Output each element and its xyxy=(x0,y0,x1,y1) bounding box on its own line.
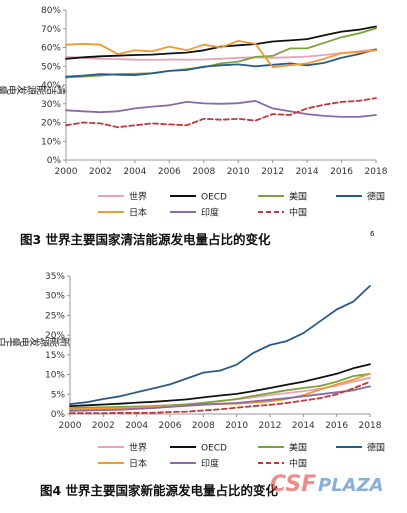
legend-label-4: 日本 xyxy=(129,458,147,470)
x-tick-label: 2000 xyxy=(59,421,82,431)
y-tick-label: 30% xyxy=(41,100,61,110)
legend-label-6: 中国 xyxy=(289,207,307,219)
watermark-left: CSF xyxy=(270,472,316,497)
y-tick-label: 80% xyxy=(41,6,61,16)
chart1-series xyxy=(65,25,377,129)
watermark-logo: CSF PLAZA xyxy=(270,472,384,497)
series-line-3 xyxy=(65,48,377,78)
legend-label-0: 世界 xyxy=(129,191,147,203)
legend-label-3: 德国 xyxy=(367,442,385,454)
series-line-5 xyxy=(65,100,377,118)
chart-clean-energy: 清洁能源发电量占比 0% 10% 20% 30% 40% 50% 60% 70% 80% 2000… xyxy=(0,6,388,247)
y-tick-label: 70% xyxy=(41,25,61,35)
chart1-axes: 0% 10% 20% 30% 40% 50% 60% 70% 80% 2000 2002 2004 20… xyxy=(41,6,388,177)
y-tick-label: 40% xyxy=(41,81,61,91)
y-tick-label: 30% xyxy=(45,292,65,302)
x-tick-label: 2012 xyxy=(261,167,284,177)
chart2-ylabel: 新能源发电量占比 xyxy=(0,335,71,347)
legend-label-5: 印度 xyxy=(201,458,219,470)
series-line-1 xyxy=(69,363,371,407)
series-line-2 xyxy=(69,372,371,409)
series-line-4 xyxy=(65,40,377,69)
y-tick-label: 0% xyxy=(47,156,62,166)
series-line-6 xyxy=(65,97,377,129)
x-tick-label: 2018 xyxy=(359,421,382,431)
y-tick-label: 10% xyxy=(41,137,61,147)
x-tick-label: 2016 xyxy=(325,421,348,431)
chart-new-energy: 新能源发电量占比 0% 5% 10% 15% 20% 25% 30% 35% 2000 2002 2… xyxy=(0,272,385,498)
chart1-ylabel: 清洁能源发电量占比 xyxy=(0,83,68,95)
chart2-series xyxy=(69,285,371,415)
series-line-3 xyxy=(69,285,371,405)
legend-label-1: OECD xyxy=(201,193,227,203)
series-line-2 xyxy=(65,27,377,79)
y-tick-label: 25% xyxy=(45,311,65,321)
x-tick-label: 2008 xyxy=(192,421,215,431)
legend-label-6: 中国 xyxy=(289,458,307,470)
legend-label-5: 印度 xyxy=(201,207,219,219)
y-tick-label: 5% xyxy=(51,390,66,400)
x-tick-label: 2004 xyxy=(125,421,148,431)
x-tick-label: 2014 xyxy=(296,167,319,177)
x-tick-label: 2000 xyxy=(55,167,78,177)
figure3-caption-footnote: 6 xyxy=(370,230,375,238)
y-tick-label: 50% xyxy=(41,62,61,72)
x-tick-label: 2018 xyxy=(365,167,388,177)
y-tick-label: 20% xyxy=(41,119,61,129)
x-tick-label: 2008 xyxy=(192,167,215,177)
chart2-axes: 0% 5% 10% 15% 20% 25% 30% 35% 2000 2002 2004 2006 20… xyxy=(45,272,382,431)
x-tick-label: 2002 xyxy=(92,421,115,431)
series-line-5 xyxy=(69,385,371,412)
legend-label-2: 美国 xyxy=(289,442,307,454)
legend-label-2: 美国 xyxy=(289,191,307,203)
legend-label-4: 日本 xyxy=(129,207,147,219)
y-tick-label: 35% xyxy=(45,272,65,282)
watermark-right: PLAZA xyxy=(318,475,384,496)
x-tick-label: 2006 xyxy=(159,421,182,431)
x-tick-label: 2004 xyxy=(123,167,146,177)
y-tick-label: 15% xyxy=(45,351,65,361)
x-tick-label: 2010 xyxy=(225,421,248,431)
x-tick-label: 2012 xyxy=(259,421,282,431)
series-line-6 xyxy=(69,380,371,415)
figure3-caption: 图3 世界主要国家清洁能源发电量占比的变化 xyxy=(20,232,271,247)
legend-label-1: OECD xyxy=(201,444,227,454)
x-tick-label: 2006 xyxy=(158,167,181,177)
legend-label-3: 德国 xyxy=(367,191,385,203)
x-tick-label: 2014 xyxy=(292,421,315,431)
x-tick-label: 2010 xyxy=(227,167,250,177)
x-tick-label: 2002 xyxy=(89,167,112,177)
y-tick-label: 0% xyxy=(51,410,66,420)
legend-label-0: 世界 xyxy=(129,442,147,454)
y-tick-label: 60% xyxy=(41,44,61,54)
y-tick-label: 10% xyxy=(45,371,65,381)
x-tick-label: 2016 xyxy=(330,167,353,177)
figure4-caption: 图4 世界主要国家新能源发电量占比的变化 xyxy=(40,483,279,498)
y-tick-label: 20% xyxy=(45,331,65,341)
series-line-0 xyxy=(65,48,377,61)
